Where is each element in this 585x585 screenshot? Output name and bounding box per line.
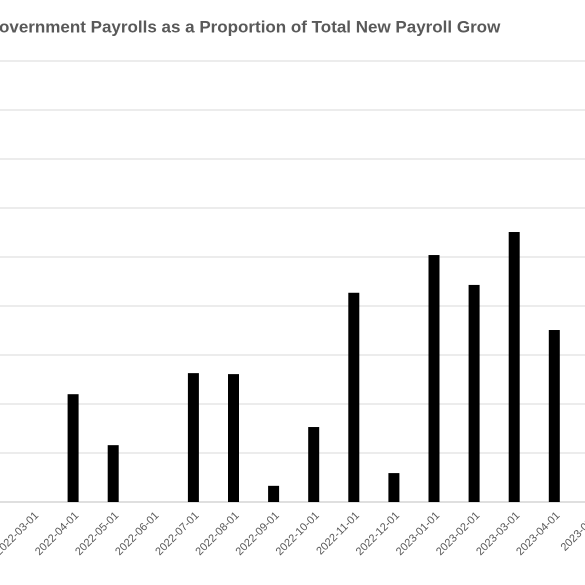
bar [428, 255, 440, 502]
bar [187, 373, 199, 502]
bar [388, 473, 400, 502]
chart-title: overnment Payrolls as a Proportion of To… [0, 17, 501, 36]
bar [67, 394, 79, 502]
bar [308, 427, 320, 502]
x-tick-label: 2023-04-01 [514, 510, 562, 558]
bar [107, 445, 119, 502]
bar [508, 232, 520, 502]
bar [268, 485, 280, 502]
x-tick-label: 2023-05-0 [559, 510, 585, 554]
bar [348, 292, 360, 502]
bar [548, 330, 560, 502]
x-tick-label: 2022-10-01 [274, 510, 322, 558]
bar [468, 284, 480, 502]
bar [228, 374, 239, 502]
